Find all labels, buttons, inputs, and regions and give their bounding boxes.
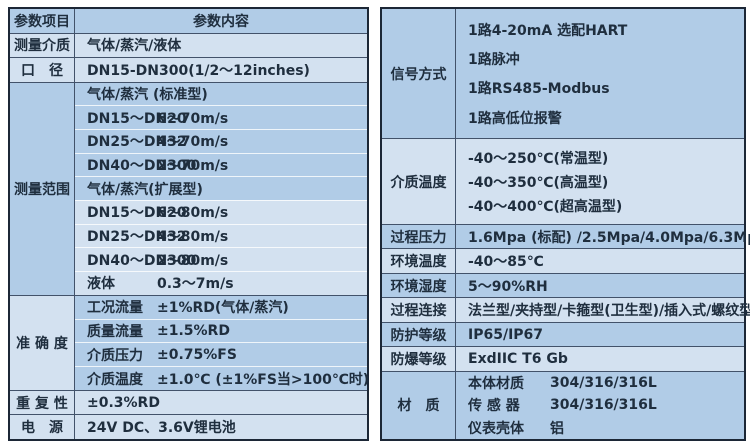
spec-line: 气体/蒸汽/液体 [75,33,367,58]
spec-name: DN40～DN300 [87,158,197,175]
spec-value: 304/316/316L [550,397,657,414]
spec-name: 介质压力 [87,347,143,364]
spec-name: DN15～DN20 [87,110,187,127]
spec-line: -40～350℃(高温型) [468,174,609,191]
row-label: 信号方式 [382,9,456,139]
spec-value: 0.3～7m/s [157,276,234,293]
section-explosion-proof-rating: 防爆等级 ExdIIC T6 Gb [382,346,744,371]
spec-line: 1路4-20mA 选配HART [468,22,628,39]
spec-line: 24V DC、3.6V锂电池 [75,415,367,440]
row-label: 环境温度 [382,249,456,273]
row-label: 重 复 性 [10,390,75,415]
spec-line: DN40～DN300 2～70m/s [75,152,367,177]
spec-name: 本体材质 [468,376,524,393]
spec-line: 传 感 器 304/316/316L [456,394,744,416]
row-label: 测量介质 [10,33,75,58]
spec-value: ±0.75%FS [157,346,237,363]
spec-line: DN15～DN20 6～70m/s [75,105,367,130]
section-repeatability: 重 复 性 ±0.3%RD [10,389,367,415]
spec-line: 气体/蒸汽 (标准型) [75,82,367,106]
section-diameter: 口 径 DN15-DN300(1/2～12inches) [10,57,367,82]
spec-line: 质量流量 ±1.5%RD [75,318,367,343]
spec-value: 4～80m/s [157,229,229,246]
spec-line: ExdIIC T6 Gb [468,351,568,368]
spec-line: 1.6Mpa (标配) /2.5Mpa/4.0Mpa/6.3Mpa [468,229,750,246]
spec-name: DN25～DN32 [87,229,187,246]
left-spec-table: 参数项目 参数内容 测量介质 气体/蒸汽/液体 口 径 DN15-DN300(1… [8,7,369,441]
row-label: 防护等级 [382,322,456,347]
section-ambient-humidity: 环境湿度 5～90%RH [382,272,744,298]
spec-value: ±1%RD(气体/蒸汽) [157,300,289,317]
spec-name: 传 感 器 [468,398,520,415]
spec-line: DN40～DN300 2～80m/s [75,247,367,272]
row-label: 材 质 [382,371,456,440]
spec-value: 铝 [550,420,564,437]
spec-line: -40～250℃(常温型) [468,150,609,167]
param-content-header: 参数内容 [75,9,367,33]
spec-name: 介质温度 [87,371,143,388]
row-label: 过程连接 [382,298,456,322]
spec-value: ±1.5%RD [157,322,230,339]
spec-line: DN25～DN32 4～70m/s [75,129,367,153]
spec-value: 2～70m/s [157,158,229,175]
spec-line: 仪表壳体 铝 [456,417,744,439]
section-measuring-medium: 测量介质 气体/蒸汽/液体 [10,32,367,58]
spec-value: 4～70m/s [157,134,229,151]
section-measuring-range: 测量范围 气体/蒸汽 (标准型) DN15～DN20 6～70m/s DN25～… [10,81,367,295]
spec-line: 液体 0.3～7m/s [75,271,367,295]
spec-name: DN25～DN32 [87,134,187,151]
section-process-pressure: 过程压力 1.6Mpa (标配) /2.5Mpa/4.0Mpa/6.3Mpa [382,223,750,249]
spec-value: 304/316/316L [550,375,657,392]
spec-line: DN15～DN20 6～80m/s [75,200,367,224]
row-label: 准 确 度 [10,295,75,390]
row-label: 介质温度 [382,139,456,224]
spec-line: 法兰型/夹持型/卡箍型(卫生型)/插入式/螺纹型 [468,303,750,320]
section-material: 材 质 本体材质 304/316/316L 传 感 器 304/316/316L… [382,370,744,440]
spec-name: DN40～DN300 [87,252,197,269]
section-medium-temperature: 介质温度 -40～250℃(常温型) -40～350℃(高温型) -40～400… [382,138,744,224]
spec-line: ±0.3%RD [75,390,367,415]
spec-line: -40～85℃ [468,254,544,271]
spec-line: DN15-DN300(1/2～12inches) [75,58,367,82]
row-label: 环境湿度 [382,273,456,298]
section-power: 电 源 24V DC、3.6V锂电池 [10,414,367,440]
spec-line: 1路RS485-Modbus [468,81,610,98]
spec-value: 2～80m/s [157,252,229,269]
spec-line: 气体/蒸汽(扩展型) [75,176,367,201]
section-protection-rating: 防护等级 IP65/IP67 [382,321,744,347]
row-label: 过程压力 [382,224,456,249]
spec-line: 工况流量 ±1%RD(气体/蒸汽) [75,295,367,319]
row-label: 测量范围 [10,82,75,295]
spec-line: 5～90%RH [468,278,548,295]
param-item-header: 参数项目 [10,9,75,33]
table-header-row: 参数项目 参数内容 [10,9,367,33]
section-process-connection: 过程连接 法兰型/夹持型/卡箍型(卫生型)/插入式/螺纹型 [382,297,750,322]
spec-name: 质量流量 [87,323,143,340]
row-label: 防爆等级 [382,347,456,371]
spec-line: IP65/IP67 [468,326,544,343]
spec-value: 6～80m/s [157,205,229,222]
spec-line: 介质温度 ±1.0℃ (±1%FS当>100℃时) [75,366,370,390]
spec-line: 本体材质 304/316/316L [456,372,744,394]
spec-line: 介质压力 ±0.75%FS [75,342,367,367]
spec-line: -40～400℃(超高温型) [468,198,623,215]
spec-line: DN25～DN32 4～80m/s [75,223,367,248]
section-signal-mode: 信号方式 1路4-20mA 选配HART 1路脉冲 1路RS485-Modbus… [382,9,744,139]
spec-value: ±1.0℃ (±1%FS当>100℃时) [157,371,370,388]
row-label: 电 源 [10,415,75,440]
spec-line: 1路脉冲 [468,52,520,69]
spec-value: 6～70m/s [157,110,229,127]
spec-line: 1路高低位报警 [468,110,562,127]
section-accuracy: 准 确 度 工况流量 ±1%RD(气体/蒸汽) 质量流量 ±1.5%RD 介质压… [10,294,370,390]
right-spec-table: 信号方式 1路4-20mA 选配HART 1路脉冲 1路RS485-Modbus… [380,7,750,441]
section-ambient-temperature: 环境温度 -40～85℃ [382,248,744,273]
spec-name: 液体 [87,276,115,293]
row-label: 口 径 [10,58,75,82]
spec-name: 工况流量 [87,300,143,317]
spec-name: 仪表壳体 [468,420,524,437]
spec-name: DN15～DN20 [87,205,187,222]
